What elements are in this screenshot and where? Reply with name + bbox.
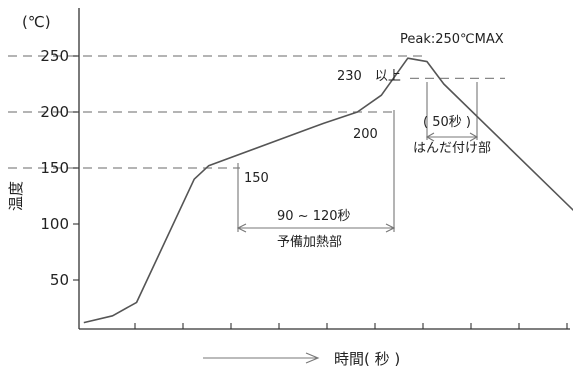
solder-time-label: ( 50秒 ) (423, 115, 471, 130)
label-150: 150 (244, 171, 269, 186)
dimension-markers (203, 82, 479, 364)
y-axis-unit: (℃) (22, 13, 51, 31)
solder-arrow-left (425, 132, 435, 142)
axis-ticks: 50 100 150 200 250 (40, 47, 568, 329)
x-axis-title: 時間( 秒 ) (334, 350, 400, 368)
solder-arrow-right (469, 132, 479, 142)
solder-zone-label: はんだ付け部 (413, 141, 491, 156)
y-tick-label-150: 150 (40, 159, 69, 177)
y-tick-label-250: 250 (40, 47, 69, 65)
preheat-time-label: 90 ~ 120秒 (277, 209, 351, 224)
y-tick-label-200: 200 (40, 103, 69, 121)
y-tick-label-50: 50 (50, 271, 69, 289)
temperature-profile-line (83, 57, 573, 324)
peak-annotation: Peak:250℃MAX (400, 32, 504, 47)
y-axis-title: 温度 (7, 181, 25, 211)
time-arrow-icon (203, 352, 320, 364)
y-tick-label-100: 100 (40, 215, 69, 233)
preheat-zone-label: 予備加熱部 (277, 234, 342, 250)
above-230-annotation: 230 以上 (337, 69, 401, 84)
preheat-arrow-right (385, 223, 396, 233)
preheat-arrow-left (236, 223, 247, 233)
label-200: 200 (353, 127, 378, 142)
dashed-guide-lines (8, 55, 505, 169)
